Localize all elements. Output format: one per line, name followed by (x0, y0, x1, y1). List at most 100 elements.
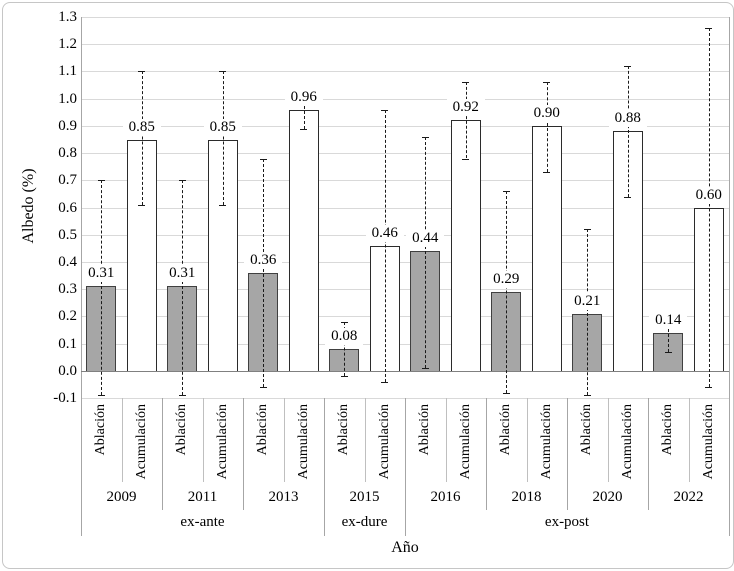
series-separator-line (608, 398, 609, 482)
y-gridline (81, 316, 729, 317)
y-axis-tick-label: 0.0 (58, 363, 77, 379)
error-bar-cap-top (421, 136, 429, 138)
bar-value-label: 0.85 (122, 118, 161, 136)
x-year-label: 2013 (268, 489, 299, 505)
x-series-label: Acumulación (700, 404, 716, 480)
x-series-label: Ablación (660, 404, 676, 456)
error-bar (425, 136, 427, 368)
group-separator-line (81, 398, 82, 536)
x-series-label: Ablación (498, 404, 514, 456)
y-gridline (81, 126, 729, 127)
y-gridline (81, 235, 729, 236)
y-gridline (81, 99, 729, 100)
plot-area: 1.3 1.2 1.1 1.0 0.9 0.8 0.7 0.6 0.5 0.4 0.3 0.2 0.1 0… (3, 3, 733, 568)
error-bar-cap-top (138, 71, 146, 73)
y-axis-tick-label: 0.7 (58, 172, 77, 188)
y-axis-tick-label: 0.6 (58, 200, 77, 216)
x-series-label: Acumulación (376, 404, 392, 480)
y-axis-tick-label: 1.2 (58, 36, 77, 52)
error-bar (344, 321, 346, 377)
x-series-label: Ablación (579, 404, 595, 456)
x-series-label: Ablación (255, 404, 271, 456)
y-axis-tick-label: 1.0 (58, 91, 77, 107)
x-series-label: Acumulación (214, 404, 230, 480)
x-series-label: Acumulación (295, 404, 311, 480)
bar-value-label: 0.21 (568, 292, 607, 310)
x-series-label: Ablación (336, 404, 352, 456)
error-bar (627, 66, 629, 197)
bar-value-label: 0.31 (82, 265, 121, 283)
y-axis-tick-label: -0.1 (53, 390, 77, 406)
x-year-label: 2018 (511, 489, 542, 505)
x-year-label: 2009 (106, 489, 137, 505)
group-separator-line (729, 398, 730, 536)
year-separator-line (648, 398, 649, 510)
error-bar-cap-bottom (583, 395, 591, 397)
y-gridline (81, 289, 729, 290)
x-year-label: 2022 (673, 489, 704, 505)
error-bar-cap-top (705, 27, 713, 29)
x-axis-title: Año (391, 539, 419, 556)
series-separator-line (689, 398, 690, 482)
x-year-label: 2020 (592, 489, 623, 505)
y-gridline (81, 71, 729, 72)
year-separator-line (243, 398, 244, 510)
error-bar-cap-bottom (543, 172, 551, 174)
y-axis-tick-label: 0.3 (58, 281, 77, 297)
x-year-label: 2015 (349, 489, 380, 505)
bar-value-label: 0.31 (163, 265, 202, 283)
year-separator-line (486, 398, 487, 510)
error-bar-cap-bottom (340, 376, 348, 378)
x-axis-zero-line (81, 371, 729, 372)
x-series-label: Acumulación (538, 404, 554, 480)
error-bar-cap-bottom (705, 387, 713, 389)
error-bar-cap-top (259, 158, 267, 160)
series-separator-line (284, 398, 285, 482)
error-bar-cap-bottom (259, 387, 267, 389)
error-bar-cap-top (97, 180, 105, 182)
error-bar (708, 27, 710, 388)
error-bar-cap-bottom (97, 395, 105, 397)
x-series-label: Ablación (417, 404, 433, 456)
error-bar-cap-top (502, 191, 510, 193)
year-separator-line (567, 398, 568, 510)
x-series-label: Acumulación (619, 404, 635, 480)
error-bar-cap-top (462, 82, 470, 84)
plot-left-edge (81, 17, 82, 398)
error-bar-cap-top (624, 66, 632, 67)
x-series-label: Ablación (174, 404, 190, 456)
y-gridline (81, 180, 729, 181)
y-axis-tick-label: 0.2 (58, 308, 77, 324)
bar-value-label: 0.46 (365, 224, 404, 242)
bar-value-label: 0.14 (649, 311, 688, 329)
error-bar-cap-bottom (138, 204, 146, 206)
series-separator-line (203, 398, 204, 482)
bar-value-label: 0.29 (487, 270, 526, 288)
error-bar-cap-bottom (624, 196, 632, 198)
error-bar (101, 180, 103, 396)
error-bar-cap-top (583, 229, 591, 231)
error-bar (263, 158, 265, 388)
bar-value-label: 0.44 (406, 230, 445, 247)
error-bar (222, 71, 224, 205)
group-separator-line (405, 398, 406, 536)
year-separator-line (162, 398, 163, 510)
x-year-label: 2011 (187, 489, 218, 505)
y-gridline (81, 262, 729, 263)
y-gridline (81, 344, 729, 345)
error-bar-cap-top (381, 109, 389, 111)
y-gridline (81, 17, 729, 18)
error-bar (141, 71, 143, 205)
error-bar-cap-bottom (664, 351, 672, 353)
error-bar-cap-bottom (178, 395, 186, 397)
plot-right-edge (729, 17, 730, 398)
error-bar (668, 313, 670, 352)
error-bar-cap-bottom (421, 368, 429, 370)
error-bar (384, 109, 386, 382)
series-separator-line (446, 398, 447, 482)
error-bar-cap-top (543, 82, 551, 84)
x-phase-label: ex-post (544, 514, 590, 530)
y-axis-tick-label: 1.1 (58, 63, 77, 79)
bar-value-label: 0.90 (527, 104, 566, 122)
